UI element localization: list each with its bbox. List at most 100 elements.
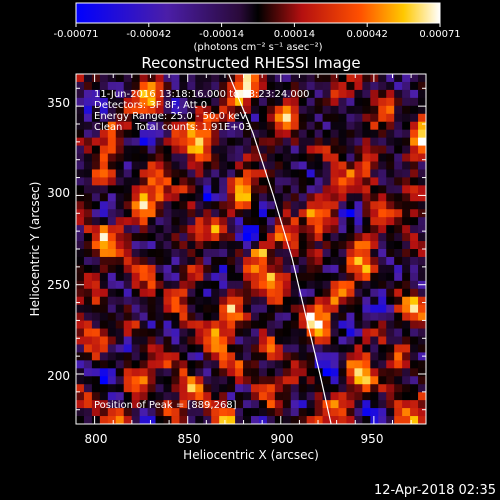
heatmap-cell (282, 241, 292, 250)
heatmap-cell (99, 225, 109, 234)
heatmap-cell (394, 121, 403, 131)
heatmap-cell (99, 368, 109, 377)
heatmap-cell (147, 272, 156, 282)
heatmap-cell (322, 225, 331, 234)
heatmap-cell (306, 256, 316, 266)
heatmap-cell (306, 344, 316, 353)
heatmap-cell (123, 272, 133, 282)
heatmap-cell (314, 201, 323, 210)
heatmap-cell (402, 328, 411, 337)
heatmap-cell (235, 336, 244, 345)
heatmap-cell (179, 137, 188, 146)
heatmap-cell (298, 209, 308, 218)
heatmap-cell (91, 360, 101, 369)
heatmap-cell (147, 392, 156, 401)
heatmap-cell (322, 376, 331, 385)
heatmap-cell (147, 201, 156, 210)
heatmap-cell (418, 145, 426, 154)
heatmap-cell (219, 201, 228, 210)
heatmap-cell (282, 280, 292, 290)
heatmap-cell (76, 360, 85, 369)
heatmap-cell (378, 328, 387, 337)
heatmap-cell (402, 336, 411, 345)
heatmap-cell (322, 161, 331, 170)
heatmap-cell (123, 145, 133, 154)
heatmap-cell (266, 217, 276, 226)
heatmap-cell (83, 89, 93, 99)
heatmap-cell (91, 280, 101, 290)
heatmap-cell (131, 153, 141, 162)
heatmap-cell (370, 177, 379, 186)
heatmap-cell (322, 360, 331, 369)
heatmap-cell (346, 272, 355, 282)
heatmap-cell (155, 376, 164, 385)
heatmap-cell (354, 97, 363, 107)
heatmap-cell (107, 217, 117, 226)
heatmap-cell (386, 137, 395, 146)
heatmap-cell (418, 121, 426, 131)
heatmap-cell (338, 185, 347, 194)
heatmap-cell (258, 153, 268, 162)
heatmap-cell (330, 280, 339, 290)
heatmap-cell (418, 344, 426, 353)
heatmap-cell (139, 145, 148, 154)
heatmap-cell (322, 416, 331, 424)
heatmap-cell (402, 416, 411, 424)
heatmap-cell (227, 249, 236, 258)
heatmap-cell (394, 145, 403, 154)
heatmap-cell (322, 352, 331, 361)
heatmap-cell (266, 384, 276, 393)
heatmap-cell (418, 368, 426, 377)
heatmap-cell (195, 304, 204, 314)
heatmap-cell (266, 416, 276, 424)
heatmap-cell (123, 74, 133, 83)
heatmap-cell (171, 336, 180, 345)
heatmap-cell (171, 304, 180, 314)
heatmap-cell (386, 296, 395, 306)
heatmap-cell (107, 121, 117, 131)
heatmap-cell (211, 368, 220, 377)
heatmap-cell (354, 185, 363, 194)
heatmap-cell (402, 376, 411, 385)
heatmap-cell (346, 368, 355, 377)
heatmap-cell (76, 241, 85, 250)
heatmap-cell (386, 209, 395, 218)
heatmap-cell (282, 256, 292, 266)
heatmap-cell (171, 352, 180, 361)
heatmap-cell (346, 217, 355, 226)
heatmap-cell (211, 344, 220, 353)
heatmap-cell (298, 392, 308, 401)
heatmap-cell (91, 233, 101, 242)
heatmap-cell (410, 400, 419, 409)
heatmap-cell (386, 360, 395, 369)
heatmap-cell (282, 169, 292, 178)
heatmap-cell (115, 129, 125, 139)
heatmap-cell (322, 89, 331, 99)
heatmap-cell (370, 360, 379, 369)
heatmap-cell (418, 256, 426, 266)
heatmap-cell (179, 288, 188, 298)
heatmap-cell (83, 384, 93, 393)
heatmap-cell (115, 74, 125, 83)
heatmap-cell (163, 304, 172, 314)
heatmap-cell (139, 81, 148, 91)
heatmap-cell (163, 392, 172, 401)
heatmap-cell (211, 312, 220, 321)
heatmap-cell (211, 280, 220, 290)
heatmap-cell (155, 121, 164, 131)
heatmap-cell (290, 145, 300, 154)
heatmap-cell (91, 376, 101, 385)
heatmap-cell (155, 272, 164, 282)
heatmap-cell (243, 392, 252, 401)
heatmap-cell (418, 312, 426, 321)
heatmap-cell (211, 89, 220, 99)
heatmap-cell (274, 169, 284, 178)
heatmap-cell (107, 169, 117, 178)
heatmap-cell (83, 161, 93, 170)
heatmap-cell (195, 288, 204, 298)
heatmap-cell (171, 153, 180, 162)
heatmap-cell (155, 113, 164, 123)
heatmap-cell (354, 249, 363, 258)
heatmap-cell (163, 185, 172, 194)
